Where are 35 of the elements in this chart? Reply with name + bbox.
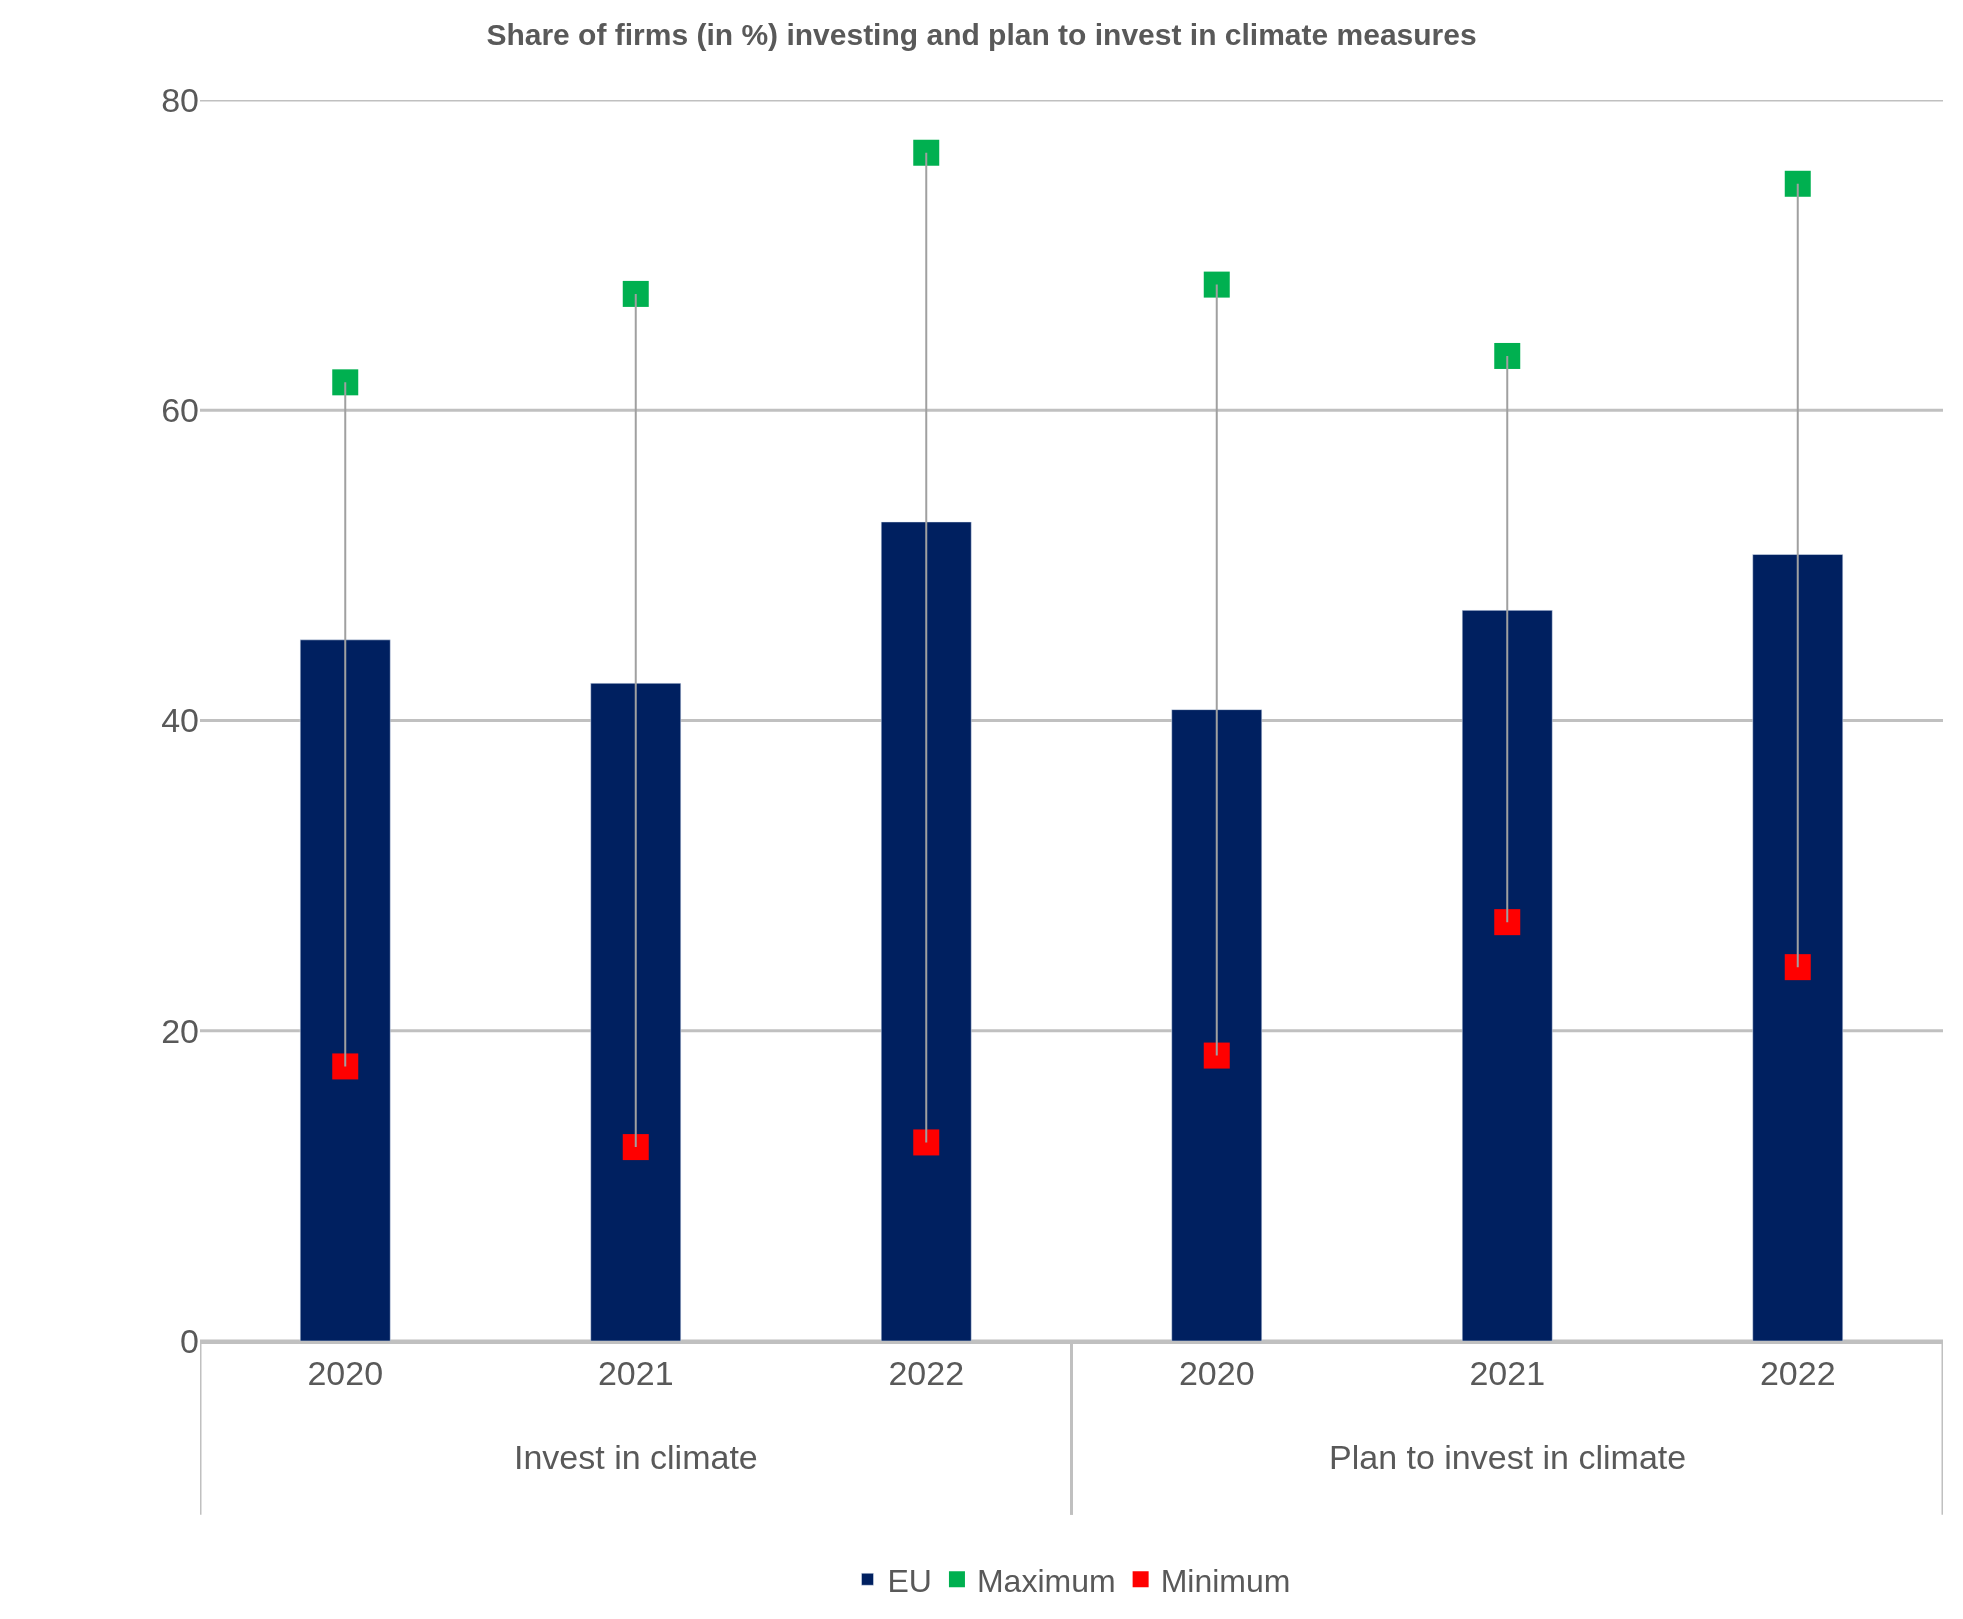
x-tick-label: 2022 [1759,1353,1836,1392]
point [332,369,359,396]
bar [299,639,391,1341]
bar [1171,709,1263,1341]
point [1494,342,1521,369]
point [913,139,940,166]
point [332,1053,359,1080]
y-tick-label: 0 [180,1321,199,1360]
bar [590,683,682,1341]
x-tick-label: 2020 [1178,1353,1255,1392]
x-tick-label: 2020 [307,1353,384,1392]
x-tick-label: 2021 [597,1353,674,1392]
y-tick-label: 80 [161,80,199,119]
text: Plan to invest in climate [1329,1438,1687,1476]
x-tick-label: 2022 [888,1353,965,1392]
legend-label: Minimum [1160,1562,1291,1599]
bar [880,521,972,1341]
point [913,1129,940,1156]
bar [1461,610,1553,1341]
point [1494,909,1521,936]
y-tick-label: 20 [161,1011,199,1050]
point [622,1134,649,1161]
chart-title: Share of firms (in %) investing and plan to invest in climate measures [486,18,1477,52]
point [1784,954,1811,981]
y-tick-label: 40 [161,701,199,740]
point [1203,271,1230,298]
legend-label: Maximum [976,1562,1116,1599]
point [1784,170,1811,197]
bar [1752,554,1844,1341]
legend-label: EU [887,1562,932,1599]
x-tick-label: 2021 [1469,1353,1546,1392]
point [622,280,649,307]
point [1203,1042,1230,1069]
text: Invest in climate [514,1438,758,1476]
y-tick-label: 60 [161,391,199,430]
